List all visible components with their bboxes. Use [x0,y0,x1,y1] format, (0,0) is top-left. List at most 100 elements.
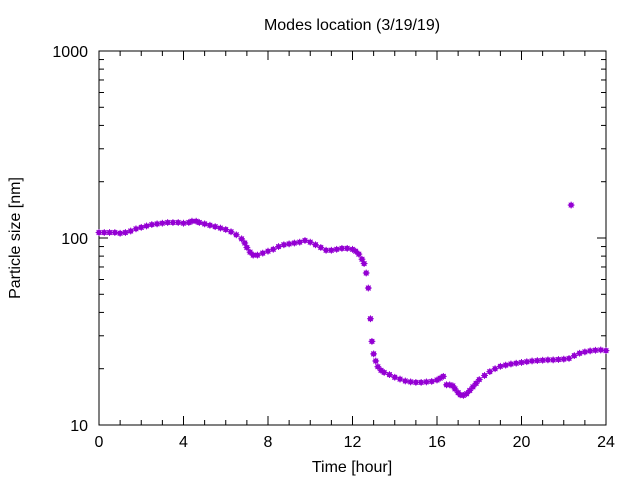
ticks-group [98,50,607,426]
data-point [343,244,351,252]
data-point [206,221,214,229]
data-point [560,355,568,363]
y-tick-label: 10 [70,418,88,435]
data-point [586,347,594,355]
data-point [570,352,578,360]
data-point [581,348,589,356]
data-point [491,365,499,373]
data-point [227,228,235,236]
data-point [317,244,325,251]
data-point [211,223,219,231]
y-axis-label: Particle size [nm] [7,177,24,299]
data-point [362,269,370,277]
data-point [507,360,515,368]
data-point [401,377,409,385]
data-point [174,219,182,226]
data-point [496,362,504,370]
data-point [355,250,363,258]
data-point [451,385,459,393]
data-point [158,219,166,227]
data-point [301,237,309,244]
data-point [502,361,510,369]
data-point [306,238,314,246]
data-point [106,229,113,236]
data-point [312,241,319,249]
data-point [232,231,240,239]
data-point [249,251,257,259]
data-point [254,251,261,259]
data-point [368,337,376,345]
data-points [95,201,610,399]
y-tick-label: 100 [61,231,88,248]
data-point [475,376,483,383]
data-point [597,346,605,354]
data-point [259,249,267,257]
data-point [372,357,380,365]
data-point [567,201,575,209]
data-point [533,357,541,364]
data-point [370,350,378,358]
x-tick-label: 20 [513,434,531,451]
chart-title: Modes location (3/19/19) [264,17,440,34]
data-point [164,219,172,226]
data-point [360,260,368,267]
data-point [439,372,447,380]
data-point [327,246,335,254]
data-point [374,363,382,371]
data-point [127,227,135,235]
data-point [280,241,288,249]
plot-frame [98,50,607,426]
x-tick-label: 4 [179,434,188,451]
data-point [201,220,209,228]
x-axis-label: Time [hour] [312,459,392,476]
data-point [358,255,366,263]
data-point [148,221,156,228]
data-point [367,315,374,323]
data-point [132,225,140,233]
data-point [523,358,531,366]
data-point [512,359,520,367]
data-point [391,373,399,381]
x-tick-label: 0 [95,434,104,451]
data-point [222,226,230,233]
data-point [264,247,272,255]
data-point [285,240,293,248]
data-point [386,371,393,379]
data-point [396,375,404,383]
data-point [576,349,583,357]
data-point [143,222,150,230]
x-tick-label: 24 [597,434,615,451]
data-point [122,229,129,236]
data-point [333,245,341,253]
x-tick-label: 12 [344,434,362,451]
data-point [428,378,436,385]
data-point [602,347,610,354]
data-point [180,219,187,227]
data-point [153,220,161,228]
data-point [364,284,372,292]
data-point [169,219,177,226]
data-point [407,378,414,386]
x-tick-label: 8 [264,434,273,451]
data-point [518,359,525,366]
y-tick-label: 1000 [52,44,88,61]
data-point [116,229,124,237]
tick-labels-group: 0 4 8 12 16 20 24 10 100 1000 [52,44,615,451]
data-point [195,219,203,226]
data-point [269,245,277,253]
data-point [275,243,282,250]
data-point [238,235,245,243]
data-point [291,239,298,247]
data-point [137,223,145,231]
data-point [423,378,430,386]
data-point [565,355,573,362]
data-point [296,238,304,246]
data-point [486,368,494,376]
data-point [243,244,251,251]
data-point [380,369,388,376]
data-point [217,224,224,232]
data-point [481,372,488,379]
x-tick-label: 16 [428,434,446,451]
data-point [111,229,119,236]
